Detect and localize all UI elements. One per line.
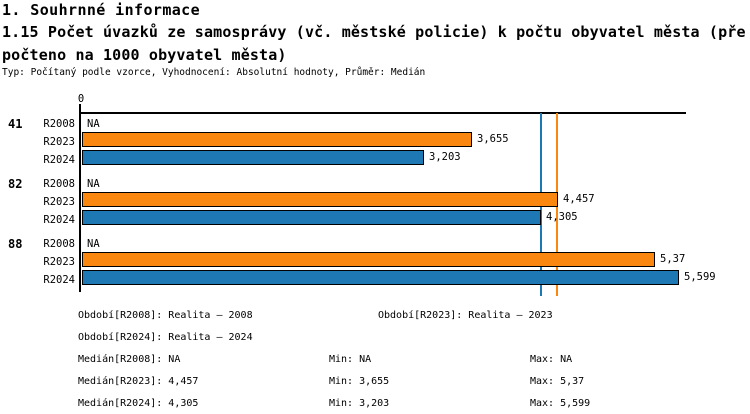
group-label-82: 82 (8, 177, 23, 191)
zero-tick-label: 0 (77, 93, 85, 105)
stats-min-r2023: Min: 3,655 (329, 376, 390, 387)
stats-median-r2023: Medián[R2023]: 4,457 (78, 376, 199, 387)
value-label-r2023-41: 3,655 (477, 133, 509, 145)
y-axis-line (79, 104, 81, 292)
row-label-41-r2024: R2024 (43, 154, 75, 166)
x-axis-top-line (81, 112, 686, 114)
stats-period-r2024: Období[R2024]: Realita – 2024 (78, 332, 253, 343)
bar-r2023-82 (82, 192, 558, 207)
stats-max-r2023: Max: 5,37 (530, 376, 585, 387)
stats-min-r2008: Min: NA (329, 354, 372, 365)
stats-period-r2008: Období[R2008]: Realita – 2008 (78, 310, 253, 321)
value-label-r2023-88: 5,37 (660, 253, 686, 265)
stats-max-r2024: Max: 5,599 (530, 398, 591, 409)
chart-meta: Typ: Počítaný podle vzorce, Vyhodnocení:… (2, 67, 426, 78)
bar-r2024-82 (82, 210, 541, 225)
value-label-r2023-82: 4,457 (563, 193, 595, 205)
stats-period-r2023: Období[R2023]: Realita – 2023 (378, 310, 553, 321)
row-label-88-r2008: R2008 (43, 238, 75, 250)
indicator-title-line2: počteno na 1000 obyvatel města) (2, 46, 287, 64)
stats-median-r2008: Medián[R2008]: NA (78, 354, 181, 365)
section-title: 1. Souhrnné informace (2, 1, 201, 19)
na-label-88: NA (87, 238, 100, 250)
stats-min-r2024: Min: 3,203 (329, 398, 390, 409)
bar-r2023-88 (82, 252, 655, 267)
na-label-41: NA (87, 118, 100, 130)
value-label-r2024-41: 3,203 (429, 151, 461, 163)
value-label-r2024-88: 5,599 (684, 271, 716, 283)
bar-r2024-41 (82, 150, 424, 165)
value-label-r2024-82: 4,305 (546, 211, 578, 223)
bar-r2023-41 (82, 132, 472, 147)
group-label-88: 88 (8, 237, 23, 251)
row-label-88-r2023: R2023 (43, 256, 75, 268)
row-label-41-r2008: R2008 (43, 118, 75, 130)
stats-max-r2008: Max: NA (530, 354, 573, 365)
row-label-82-r2008: R2008 (43, 178, 75, 190)
bar-r2024-88 (82, 270, 679, 285)
row-label-82-r2024: R2024 (43, 214, 75, 226)
row-label-88-r2024: R2024 (43, 274, 75, 286)
row-label-41-r2023: R2023 (43, 136, 75, 148)
stats-median-r2024: Medián[R2024]: 4,305 (78, 398, 199, 409)
na-label-82: NA (87, 178, 100, 190)
group-label-41: 41 (8, 117, 23, 131)
indicator-title-line1: 1.15 Počet úvazků ze samosprávy (vč. měs… (2, 23, 746, 41)
row-label-82-r2023: R2023 (43, 196, 75, 208)
